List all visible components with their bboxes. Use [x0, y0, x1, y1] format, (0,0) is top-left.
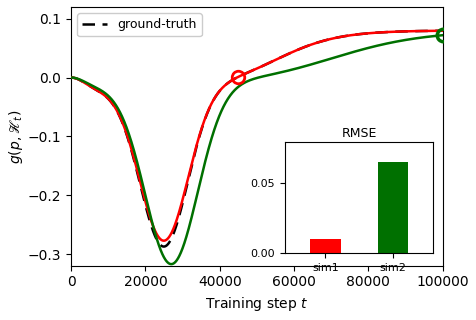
X-axis label: Training step $t$: Training step $t$	[205, 295, 308, 313]
ground-truth	[239, 73, 245, 77]
Line: ground-truth: ground-truth	[71, 31, 443, 247]
Y-axis label: $g(p, \mathscr{H}_t)$: $g(p, \mathscr{H}_t)$	[7, 109, 25, 164]
ground-truth	[361, 32, 367, 36]
ground-truth	[249, 69, 255, 73]
ground-truth	[440, 29, 446, 33]
ground-truth	[68, 76, 74, 79]
ground-truth	[429, 29, 435, 33]
ground-truth	[429, 29, 435, 33]
Legend: ground-truth: ground-truth	[77, 13, 202, 36]
ground-truth	[161, 245, 167, 249]
ground-truth	[87, 84, 93, 88]
